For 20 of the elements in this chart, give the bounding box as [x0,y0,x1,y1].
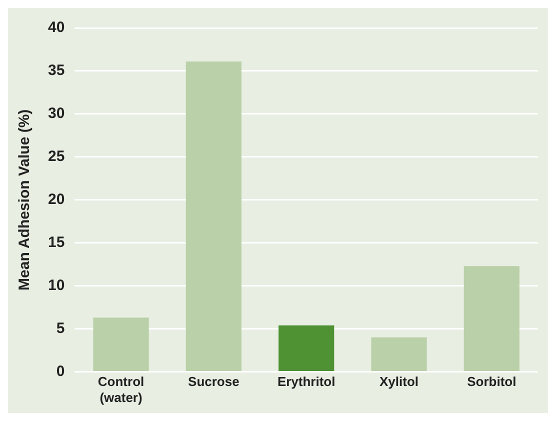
x-tick-label: Erythritol [277,374,336,390]
bar [464,266,520,372]
x-tick-label: Control (water) [98,374,144,405]
y-tick-label: 10 [48,276,65,294]
x-tick-label: Xylitol [380,374,419,390]
y-tick-label: 5 [56,320,65,337]
y-tick-label: 20 [48,191,65,208]
bar [371,337,427,372]
bar [186,62,242,372]
y-tick-label: 30 [48,105,65,122]
x-tick-label: Sorbitol [467,374,516,390]
y-tick-label: 35 [48,62,65,80]
y-axis-title: Mean Adhesion Value (%) [16,109,34,290]
y-tick-label: 25 [48,148,65,166]
y-tick-label: 0 [56,362,65,380]
bar [278,325,334,372]
y-tick-label: 15 [48,234,65,252]
x-tick-label: Sucrose [188,374,240,390]
bar [93,318,149,372]
y-tick-label: 40 [48,19,65,36]
